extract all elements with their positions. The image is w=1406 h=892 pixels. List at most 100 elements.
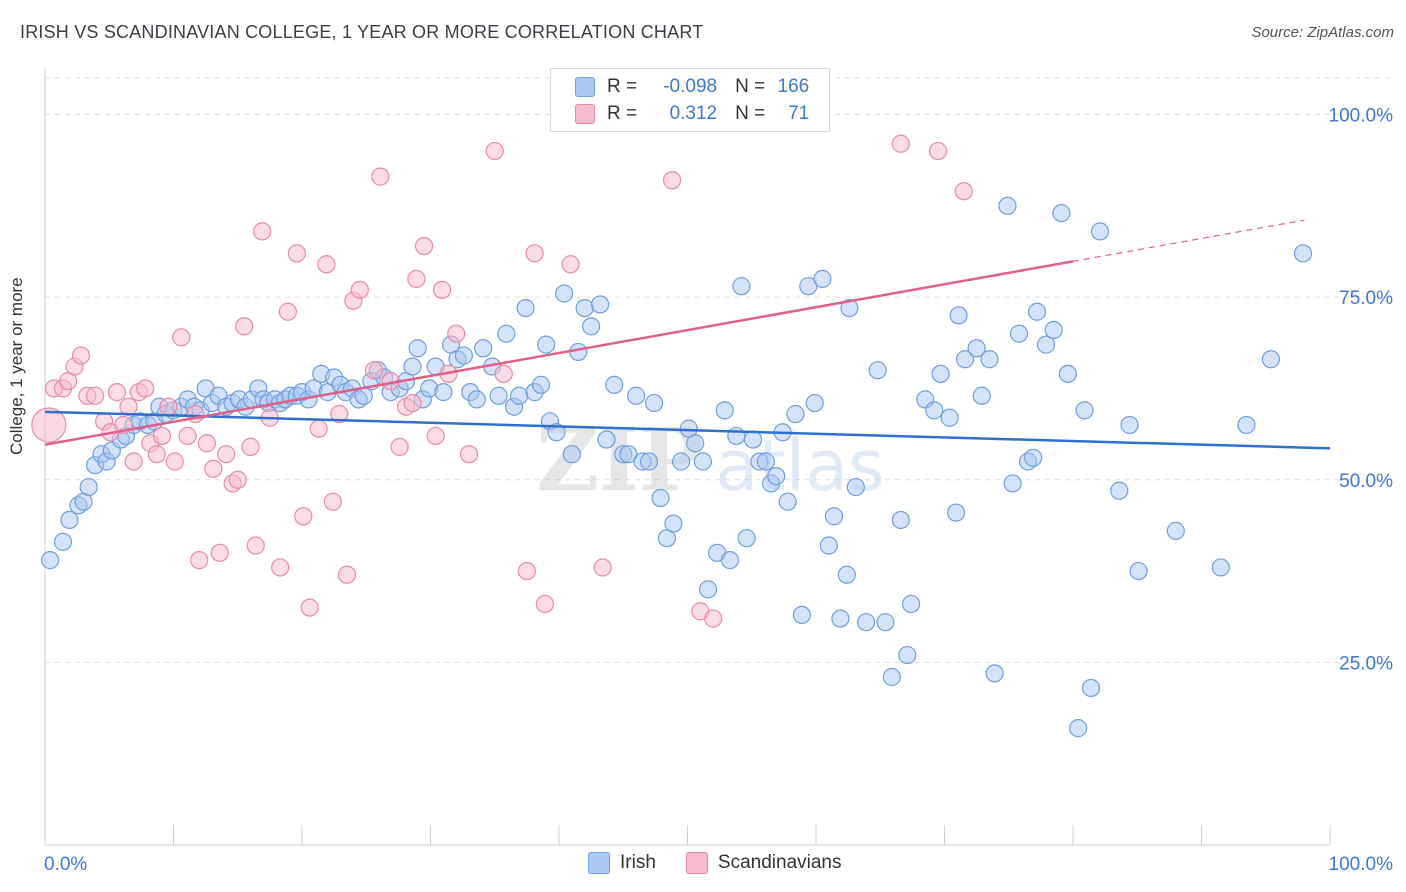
scand-point: [891, 134, 910, 153]
scand-point: [593, 558, 612, 577]
scand-point: [147, 445, 166, 464]
irish-point: [857, 613, 876, 632]
irish-point: [786, 404, 805, 424]
irish-point: [516, 299, 535, 318]
scand-point: [86, 386, 105, 405]
scand-point: [210, 543, 229, 562]
irish-point: [972, 386, 991, 405]
irish-point: [901, 594, 921, 614]
scand-point: [517, 561, 536, 581]
irish-point: [1237, 415, 1256, 435]
irish-point: [651, 488, 670, 508]
irish-point: [537, 335, 556, 354]
trend-lines: [44, 219, 1331, 450]
scand-point: [535, 594, 554, 614]
scand-point: [119, 397, 138, 416]
irish-point: [799, 277, 818, 296]
irish-point: [489, 386, 508, 405]
legend-n-label-2: N =: [735, 103, 766, 124]
scand-point: [323, 492, 342, 511]
scand-point: [364, 361, 384, 380]
irish-point: [891, 510, 910, 530]
irish-point: [967, 339, 986, 358]
irish-point: [715, 401, 734, 420]
irish-point: [840, 299, 859, 318]
irish-point: [510, 386, 529, 405]
scand-point: [662, 171, 682, 190]
irish-point: [1081, 678, 1101, 698]
legend-r-label-2: R =: [607, 103, 638, 124]
irish-point: [732, 277, 751, 296]
series-legend: Irish Scandinavians: [588, 852, 842, 874]
scand-point: [309, 419, 328, 438]
irish-point: [1261, 350, 1280, 369]
scand-point: [525, 244, 544, 263]
irish-point: [547, 423, 566, 442]
irish-point: [985, 664, 1004, 683]
legend-row-irish: R = -0.098 N = 166: [551, 74, 809, 100]
irish-point: [686, 434, 705, 453]
y-tick-label-25: 25.0%: [1339, 653, 1393, 674]
irish-point: [946, 503, 966, 522]
x-tick-label-left: 0.0%: [44, 854, 87, 875]
series-swatch-scand: [685, 852, 708, 874]
scand-point: [124, 452, 143, 471]
irish-point: [474, 339, 493, 358]
scand-point: [228, 470, 247, 489]
scand-point: [561, 255, 580, 274]
scand-trend-line: [44, 260, 1074, 446]
irish-point: [1075, 401, 1094, 420]
irish-point: [1052, 204, 1071, 223]
irish-point: [1044, 320, 1063, 340]
scand-point: [165, 452, 184, 471]
grid-lines: [45, 77, 1395, 663]
irish-point: [868, 361, 887, 380]
irish-point: [1058, 364, 1077, 383]
scand-point: [217, 445, 236, 464]
irish-point: [720, 551, 740, 570]
source-label: Source: ZipAtlas.com: [1251, 24, 1394, 41]
irish-point: [626, 386, 646, 405]
irish-point: [60, 510, 79, 530]
irish-point: [454, 346, 474, 365]
scand-point: [287, 244, 306, 263]
scand-point: [107, 383, 127, 402]
irish-point: [1166, 521, 1185, 540]
scand-point: [31, 407, 67, 443]
irish-point: [644, 393, 664, 413]
scand-point: [300, 598, 319, 617]
chart-title: IRISH VS SCANDINAVIAN COLLEGE, 1 YEAR OR…: [20, 22, 704, 42]
scand-point: [278, 302, 297, 321]
scand-point: [337, 565, 357, 584]
irish-point: [756, 452, 775, 471]
legend-irish-r: -0.098: [663, 76, 718, 97]
irish-point: [819, 536, 838, 555]
scand-point: [954, 182, 973, 201]
legend-row-scand: R = 0.312 N = 71: [551, 101, 809, 127]
legend-swatch-irish: [575, 77, 595, 97]
irish-point: [1069, 719, 1088, 738]
legend-r-label: R =: [607, 76, 638, 97]
irish-point: [408, 339, 427, 358]
legend-n-label: N =: [735, 76, 766, 97]
irish-point: [1027, 302, 1047, 321]
y-tick-label-50: 50.0%: [1339, 471, 1393, 492]
irish-point: [813, 269, 832, 288]
scand-point: [704, 609, 723, 628]
scand-point: [432, 280, 452, 299]
irish-point: [837, 565, 856, 584]
scand-point: [271, 558, 290, 577]
y-tick-label-100: 100.0%: [1329, 106, 1394, 127]
irish-point: [1211, 558, 1230, 577]
scand-point: [253, 222, 272, 241]
scand-point: [350, 280, 369, 299]
scand-point: [928, 141, 948, 161]
irish-point: [41, 551, 60, 570]
irish-point: [767, 467, 786, 486]
irish-point: [582, 317, 601, 336]
scand-point: [159, 397, 178, 416]
irish-point: [664, 514, 683, 533]
legend-irish-n: 166: [777, 76, 810, 97]
scand-point: [136, 379, 155, 398]
irish-point: [403, 357, 422, 376]
